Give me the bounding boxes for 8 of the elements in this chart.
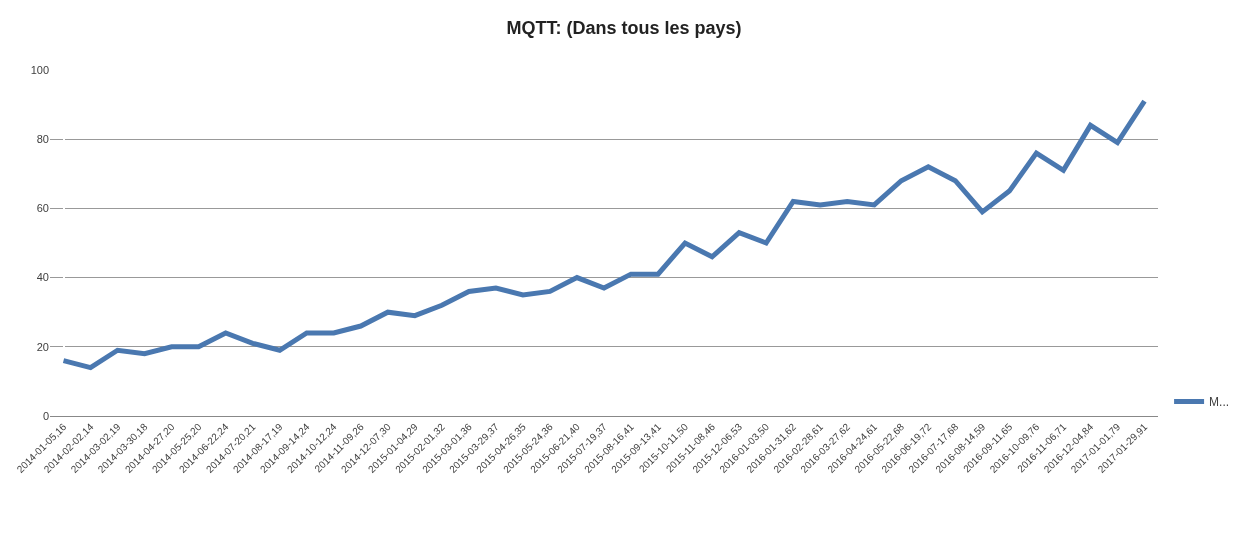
y-tick-label: 20 [36,340,49,353]
y-tick-label: 80 [36,133,49,146]
y-tick-label: 100 [30,63,49,76]
chart-title: MQTT: (Dans tous les pays) [506,18,742,39]
y-tick-label: 40 [36,271,49,284]
y-tick-label: 0 [42,409,49,422]
legend-label: M... [1209,395,1230,410]
y-tick-label: 60 [36,202,49,215]
